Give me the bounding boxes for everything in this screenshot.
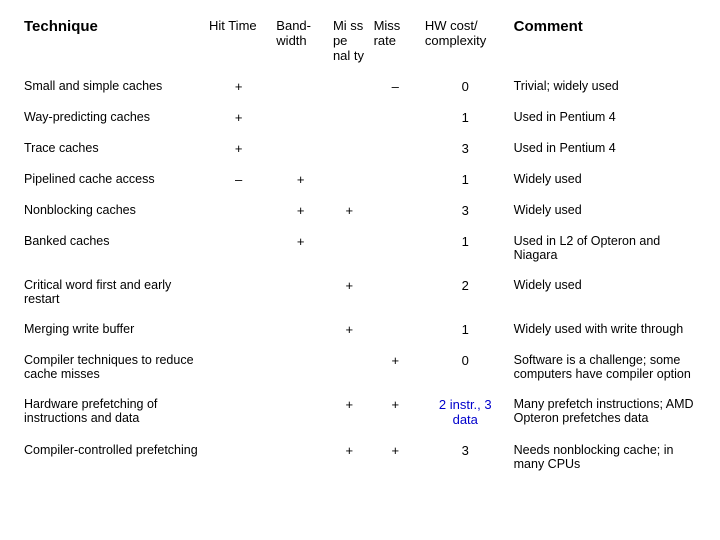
miss-penalty-cell: +	[329, 391, 370, 437]
bandwidth-cell	[272, 135, 329, 166]
header-row: Technique Hit Time Band-width Mi ss pe n…	[20, 12, 700, 73]
technique-cell: Compiler techniques to reduce cache miss…	[20, 347, 205, 391]
table-row: Critical word first and early restart +2W…	[20, 272, 700, 316]
bandwidth-cell	[272, 73, 329, 104]
technique-cell: Banked caches	[20, 228, 205, 272]
comment-cell: Software is a challenge; some computers …	[510, 347, 700, 391]
technique-cell: Merging write buffer	[20, 316, 205, 347]
hw-cost-cell: 1	[421, 104, 510, 135]
miss-penalty-cell	[329, 228, 370, 272]
hit-time-cell	[205, 391, 272, 437]
hit-time-cell	[205, 197, 272, 228]
miss-rate-cell: –	[370, 73, 421, 104]
miss-penalty-cell	[329, 166, 370, 197]
miss-penalty-cell	[329, 73, 370, 104]
table-row: Small and simple caches+ –0Trivial; widel…	[20, 73, 700, 104]
miss-penalty-cell	[329, 135, 370, 166]
miss-penalty-cell: +	[329, 437, 370, 481]
technique-cell: Critical word first and early restart	[20, 272, 205, 316]
comment-cell: Needs nonblocking cache; in many CPUs	[510, 437, 700, 481]
comment-cell: Used in L2 of Opteron and Niagara	[510, 228, 700, 272]
technique-cell: Small and simple caches	[20, 73, 205, 104]
bandwidth-cell: +	[272, 228, 329, 272]
col-technique: Technique	[20, 12, 205, 73]
comment-cell: Widely used with write through	[510, 316, 700, 347]
miss-rate-cell	[370, 197, 421, 228]
miss-penalty-cell	[329, 347, 370, 391]
table-row: Nonblocking caches ++3Widely used	[20, 197, 700, 228]
miss-rate-cell	[370, 228, 421, 272]
table-row: Trace caches+3Used in Pentium 4	[20, 135, 700, 166]
comment-cell: Widely used	[510, 166, 700, 197]
miss-penalty-cell: +	[329, 316, 370, 347]
cache-techniques-table: Technique Hit Time Band-width Mi ss pe n…	[20, 12, 700, 481]
comment-cell: Used in Pentium 4	[510, 135, 700, 166]
hw-cost-cell: 0	[421, 73, 510, 104]
col-bandwidth: Band-width	[272, 12, 329, 73]
comment-cell: Widely used	[510, 272, 700, 316]
hit-time-cell: –	[205, 166, 272, 197]
hw-cost-cell: 1	[421, 166, 510, 197]
bandwidth-cell	[272, 347, 329, 391]
bandwidth-cell	[272, 391, 329, 437]
comment-cell: Trivial; widely used	[510, 73, 700, 104]
technique-cell: Hardware prefetching of instructions and…	[20, 391, 205, 437]
technique-cell: Way-predicting caches	[20, 104, 205, 135]
hw-cost-cell: 2	[421, 272, 510, 316]
bandwidth-cell	[272, 316, 329, 347]
miss-rate-cell: +	[370, 391, 421, 437]
table-row: Way-predicting caches+1Used in Pentium 4	[20, 104, 700, 135]
hit-time-cell: +	[205, 104, 272, 135]
col-miss-rate: Miss rate	[370, 12, 421, 73]
technique-cell: Compiler-controlled prefetching	[20, 437, 205, 481]
miss-rate-cell	[370, 166, 421, 197]
bandwidth-cell	[272, 437, 329, 481]
hit-time-cell: +	[205, 135, 272, 166]
bandwidth-cell	[272, 272, 329, 316]
hw-cost-cell: 2 instr., 3 data	[421, 391, 510, 437]
col-comment: Comment	[510, 12, 700, 73]
miss-rate-cell	[370, 272, 421, 316]
hit-time-cell: +	[205, 73, 272, 104]
comment-cell: Many prefetch instructions; AMD Opteron …	[510, 391, 700, 437]
hw-cost-cell: 0	[421, 347, 510, 391]
technique-cell: Nonblocking caches	[20, 197, 205, 228]
table-row: Compiler techniques to reduce cache miss…	[20, 347, 700, 391]
bandwidth-cell: +	[272, 197, 329, 228]
miss-rate-cell	[370, 104, 421, 135]
col-miss-penalty: Mi ss pe nal ty	[329, 12, 370, 73]
technique-cell: Trace caches	[20, 135, 205, 166]
bandwidth-cell: +	[272, 166, 329, 197]
hw-cost-cell: 1	[421, 316, 510, 347]
miss-penalty-cell	[329, 104, 370, 135]
comment-cell: Widely used	[510, 197, 700, 228]
miss-rate-cell: +	[370, 437, 421, 481]
hit-time-cell	[205, 437, 272, 481]
table-row: Compiler-controlled prefetching ++3Needs …	[20, 437, 700, 481]
table-row: Hardware prefetching of instructions and…	[20, 391, 700, 437]
hw-cost-cell: 1	[421, 228, 510, 272]
hw-cost-cell: 3	[421, 437, 510, 481]
hw-cost-cell: 3	[421, 197, 510, 228]
col-hit-time: Hit Time	[205, 12, 272, 73]
bandwidth-cell	[272, 104, 329, 135]
table-row: Merging write buffer +1Widely used with w…	[20, 316, 700, 347]
table-row: Banked caches +1Used in L2 of Opteron and…	[20, 228, 700, 272]
miss-penalty-cell: +	[329, 197, 370, 228]
miss-rate-cell: +	[370, 347, 421, 391]
col-hw-cost: HW cost/ complexity	[421, 12, 510, 73]
table-row: Pipelined cache access–+1Widely used	[20, 166, 700, 197]
miss-penalty-cell: +	[329, 272, 370, 316]
miss-rate-cell	[370, 135, 421, 166]
hit-time-cell	[205, 316, 272, 347]
comment-cell: Used in Pentium 4	[510, 104, 700, 135]
hit-time-cell	[205, 347, 272, 391]
hw-cost-cell: 3	[421, 135, 510, 166]
technique-cell: Pipelined cache access	[20, 166, 205, 197]
miss-rate-cell	[370, 316, 421, 347]
hit-time-cell	[205, 228, 272, 272]
hit-time-cell	[205, 272, 272, 316]
